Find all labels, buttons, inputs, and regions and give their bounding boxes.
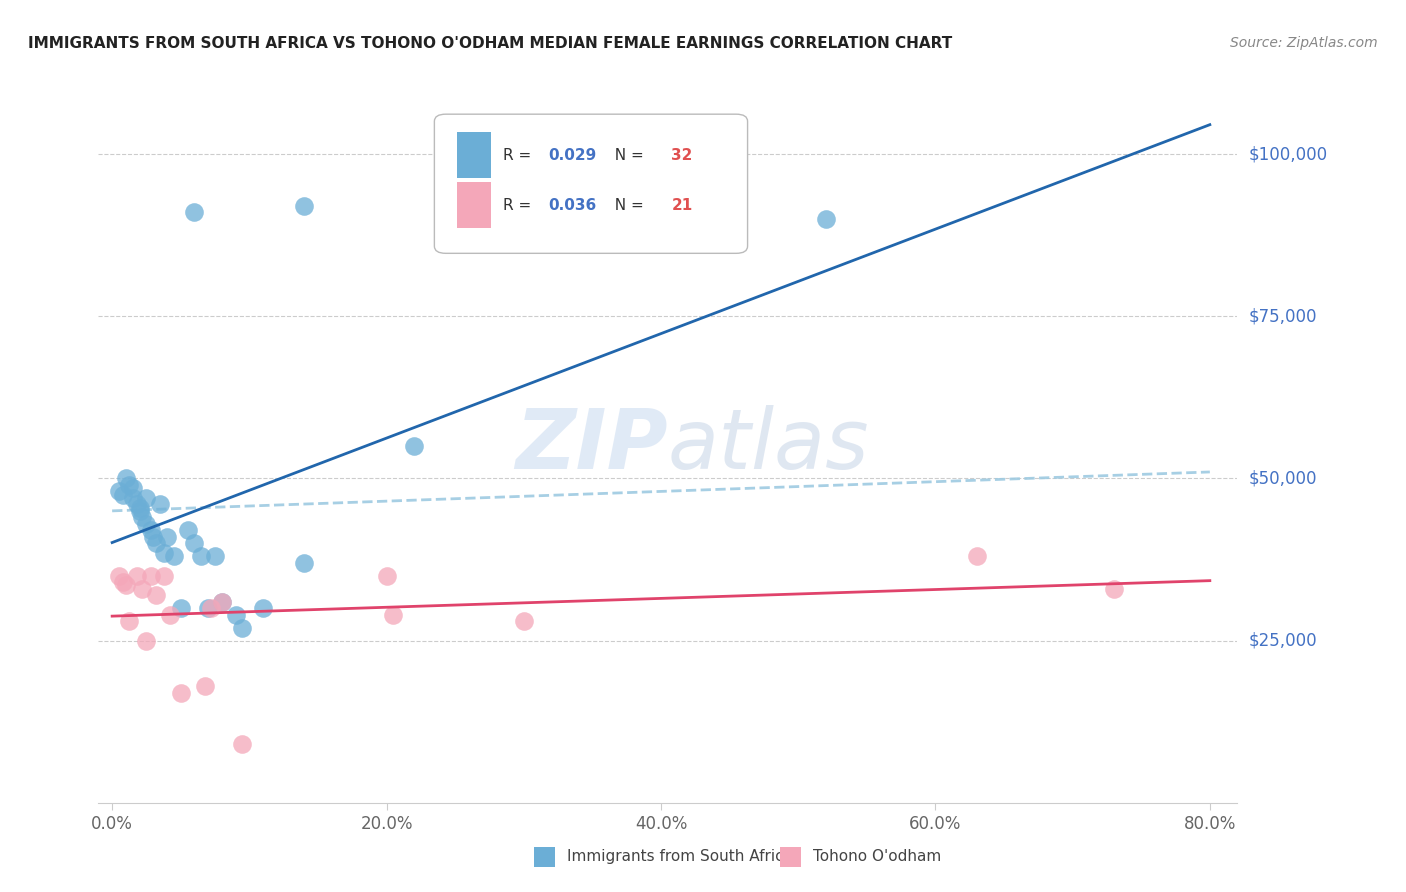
Point: [115, 471, 138, 485]
Point: [153, 546, 176, 560]
Point: [170, 601, 193, 615]
Text: N =: N =: [605, 148, 648, 162]
Point: [1102, 582, 1125, 596]
Point: [139, 524, 162, 538]
Point: [292, 556, 315, 570]
Point: [128, 500, 150, 515]
Point: [112, 488, 135, 502]
Point: [190, 549, 212, 564]
Point: [135, 491, 157, 505]
Point: [163, 549, 186, 564]
Point: [108, 484, 131, 499]
Point: [231, 621, 253, 635]
Point: [200, 601, 222, 615]
Point: [231, 738, 253, 752]
Text: R =: R =: [503, 198, 536, 212]
Text: $75,000: $75,000: [1249, 307, 1317, 326]
Text: Source: ZipAtlas.com: Source: ZipAtlas.com: [1230, 36, 1378, 50]
Bar: [457, 132, 491, 178]
Point: [145, 588, 167, 602]
Point: [159, 607, 181, 622]
Point: [183, 205, 205, 219]
Text: N =: N =: [605, 198, 648, 212]
Point: [513, 614, 536, 628]
Point: [292, 199, 315, 213]
Point: [139, 568, 162, 582]
Point: [121, 491, 143, 505]
Point: [142, 530, 165, 544]
Text: $50,000: $50,000: [1249, 469, 1317, 487]
Point: [225, 607, 247, 622]
Text: 32: 32: [671, 148, 693, 162]
Point: [135, 516, 157, 531]
Point: [117, 478, 139, 492]
FancyBboxPatch shape: [434, 114, 748, 253]
Point: [149, 497, 172, 511]
Text: 0.029: 0.029: [548, 148, 596, 162]
Point: [211, 595, 233, 609]
Point: [194, 679, 217, 693]
Point: [183, 536, 205, 550]
Text: $25,000: $25,000: [1249, 632, 1317, 649]
Text: Tohono O'odham: Tohono O'odham: [813, 849, 941, 864]
Text: $100,000: $100,000: [1249, 145, 1327, 163]
Point: [108, 568, 131, 582]
Text: ZIP: ZIP: [515, 406, 668, 486]
Point: [375, 568, 398, 582]
Point: [125, 497, 148, 511]
Point: [125, 568, 148, 582]
Point: [153, 568, 176, 582]
Point: [211, 595, 233, 609]
Text: IMMIGRANTS FROM SOUTH AFRICA VS TOHONO O'ODHAM MEDIAN FEMALE EARNINGS CORRELATIO: IMMIGRANTS FROM SOUTH AFRICA VS TOHONO O…: [28, 36, 952, 51]
Text: 21: 21: [671, 198, 693, 212]
Point: [121, 481, 143, 495]
Point: [131, 510, 153, 524]
Point: [382, 607, 405, 622]
Point: [128, 504, 150, 518]
Point: [966, 549, 988, 564]
Point: [145, 536, 167, 550]
Point: [135, 633, 157, 648]
Text: 0.036: 0.036: [548, 198, 596, 212]
Point: [176, 524, 198, 538]
Text: atlas: atlas: [668, 406, 869, 486]
Point: [156, 530, 179, 544]
Point: [204, 549, 226, 564]
Text: Immigrants from South Africa: Immigrants from South Africa: [567, 849, 793, 864]
Point: [252, 601, 274, 615]
Point: [170, 685, 193, 699]
Bar: [457, 182, 491, 228]
Point: [197, 601, 219, 615]
Point: [814, 211, 837, 226]
Point: [117, 614, 139, 628]
Point: [112, 575, 135, 590]
Point: [131, 582, 153, 596]
Point: [115, 578, 138, 592]
Text: R =: R =: [503, 148, 536, 162]
Point: [402, 439, 425, 453]
